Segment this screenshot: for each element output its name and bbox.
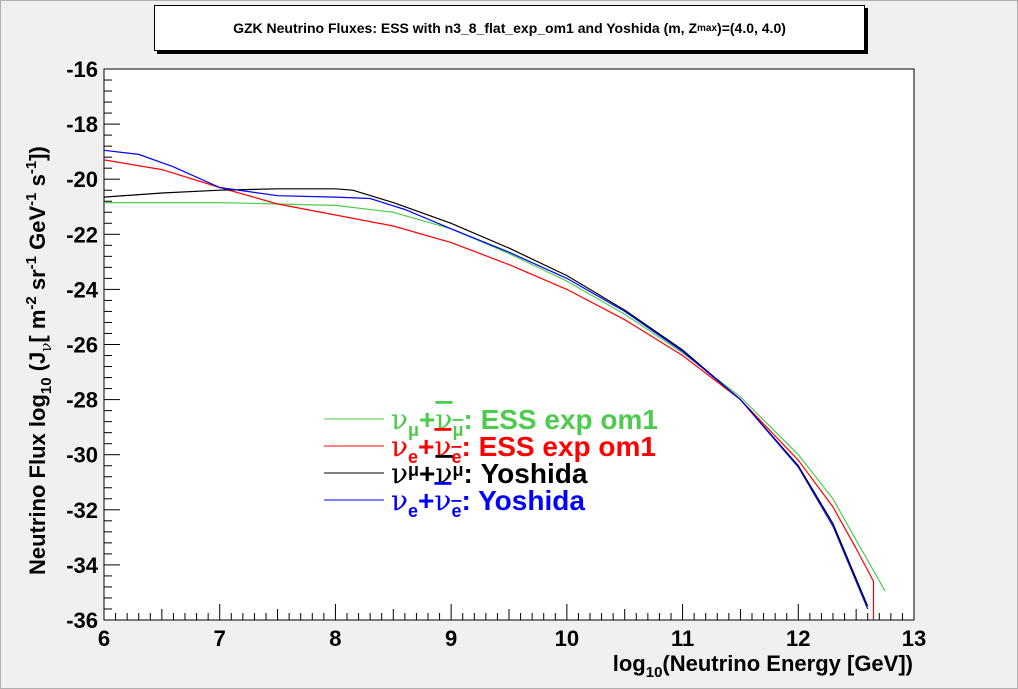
y-axis-title: Neutrino Flux log10 (Jν[ m-2 sr-1 GeV-1 …	[23, 146, 55, 575]
title-prefix: GZK Neutrino Fluxes: ESS with n3_8_flat_…	[233, 20, 698, 36]
legend-entry-nue-ess: νe+νe: ESS exp om1	[391, 430, 656, 467]
x-tick-label: 6	[98, 626, 110, 651]
y-tick-label: -36	[66, 608, 98, 633]
series-line-nue-yoshida	[103, 149, 869, 610]
x-tick-label: 9	[445, 626, 457, 651]
legend-entry-numu-ess: νμ+νμ: ESS exp om1	[391, 403, 658, 440]
y-tick-label: -34	[66, 553, 99, 578]
x-tick-label: 7	[214, 626, 226, 651]
x-tick-label: 13	[902, 626, 926, 651]
y-tick-label: -28	[66, 388, 98, 413]
x-tick-label: 11	[671, 626, 694, 651]
y-tick-label: -22	[66, 222, 98, 247]
y-tick-label: -32	[66, 498, 98, 523]
y-tick-label: -18	[66, 112, 98, 137]
title-suffix: )=(4.0, 4.0)	[717, 20, 786, 36]
legend-entry-numu-yoshida: νμ+νμ: Yoshida	[391, 457, 588, 490]
series-line-numu-ess	[104, 202, 886, 592]
series-lines	[103, 149, 886, 620]
axis-ticks	[103, 68, 915, 621]
chart-title: GZK Neutrino Fluxes: ESS with n3_8_flat_…	[154, 5, 865, 51]
y-tick-label: -30	[66, 443, 98, 468]
plot-frame	[103, 68, 915, 621]
title-subscript: max	[697, 22, 718, 34]
series-line-nue-ess	[103, 159, 875, 620]
y-tick-label: -26	[66, 333, 98, 358]
tick-labels: 6 7 8 9 10 11 12 13 -36 -34 -32 -30 -28 -26 -24 -22 -20 -…	[66, 57, 926, 651]
x-tick-label: 10	[555, 626, 579, 651]
y-tick-label: -24	[66, 277, 99, 302]
legend-entry-nue-yoshida: νe+νe: Yoshida	[391, 484, 585, 521]
y-tick-label: -16	[66, 57, 98, 82]
y-tick-label: -20	[66, 167, 98, 192]
legend: νμ+νμ: ESS exp om1 νe+νe: ESS exp om1 νμ…	[324, 403, 658, 521]
x-axis-title: log10(Neutrino Energy [GeV])	[613, 651, 913, 681]
x-tick-label: 12	[786, 626, 810, 651]
x-tick-label: 8	[329, 626, 341, 651]
